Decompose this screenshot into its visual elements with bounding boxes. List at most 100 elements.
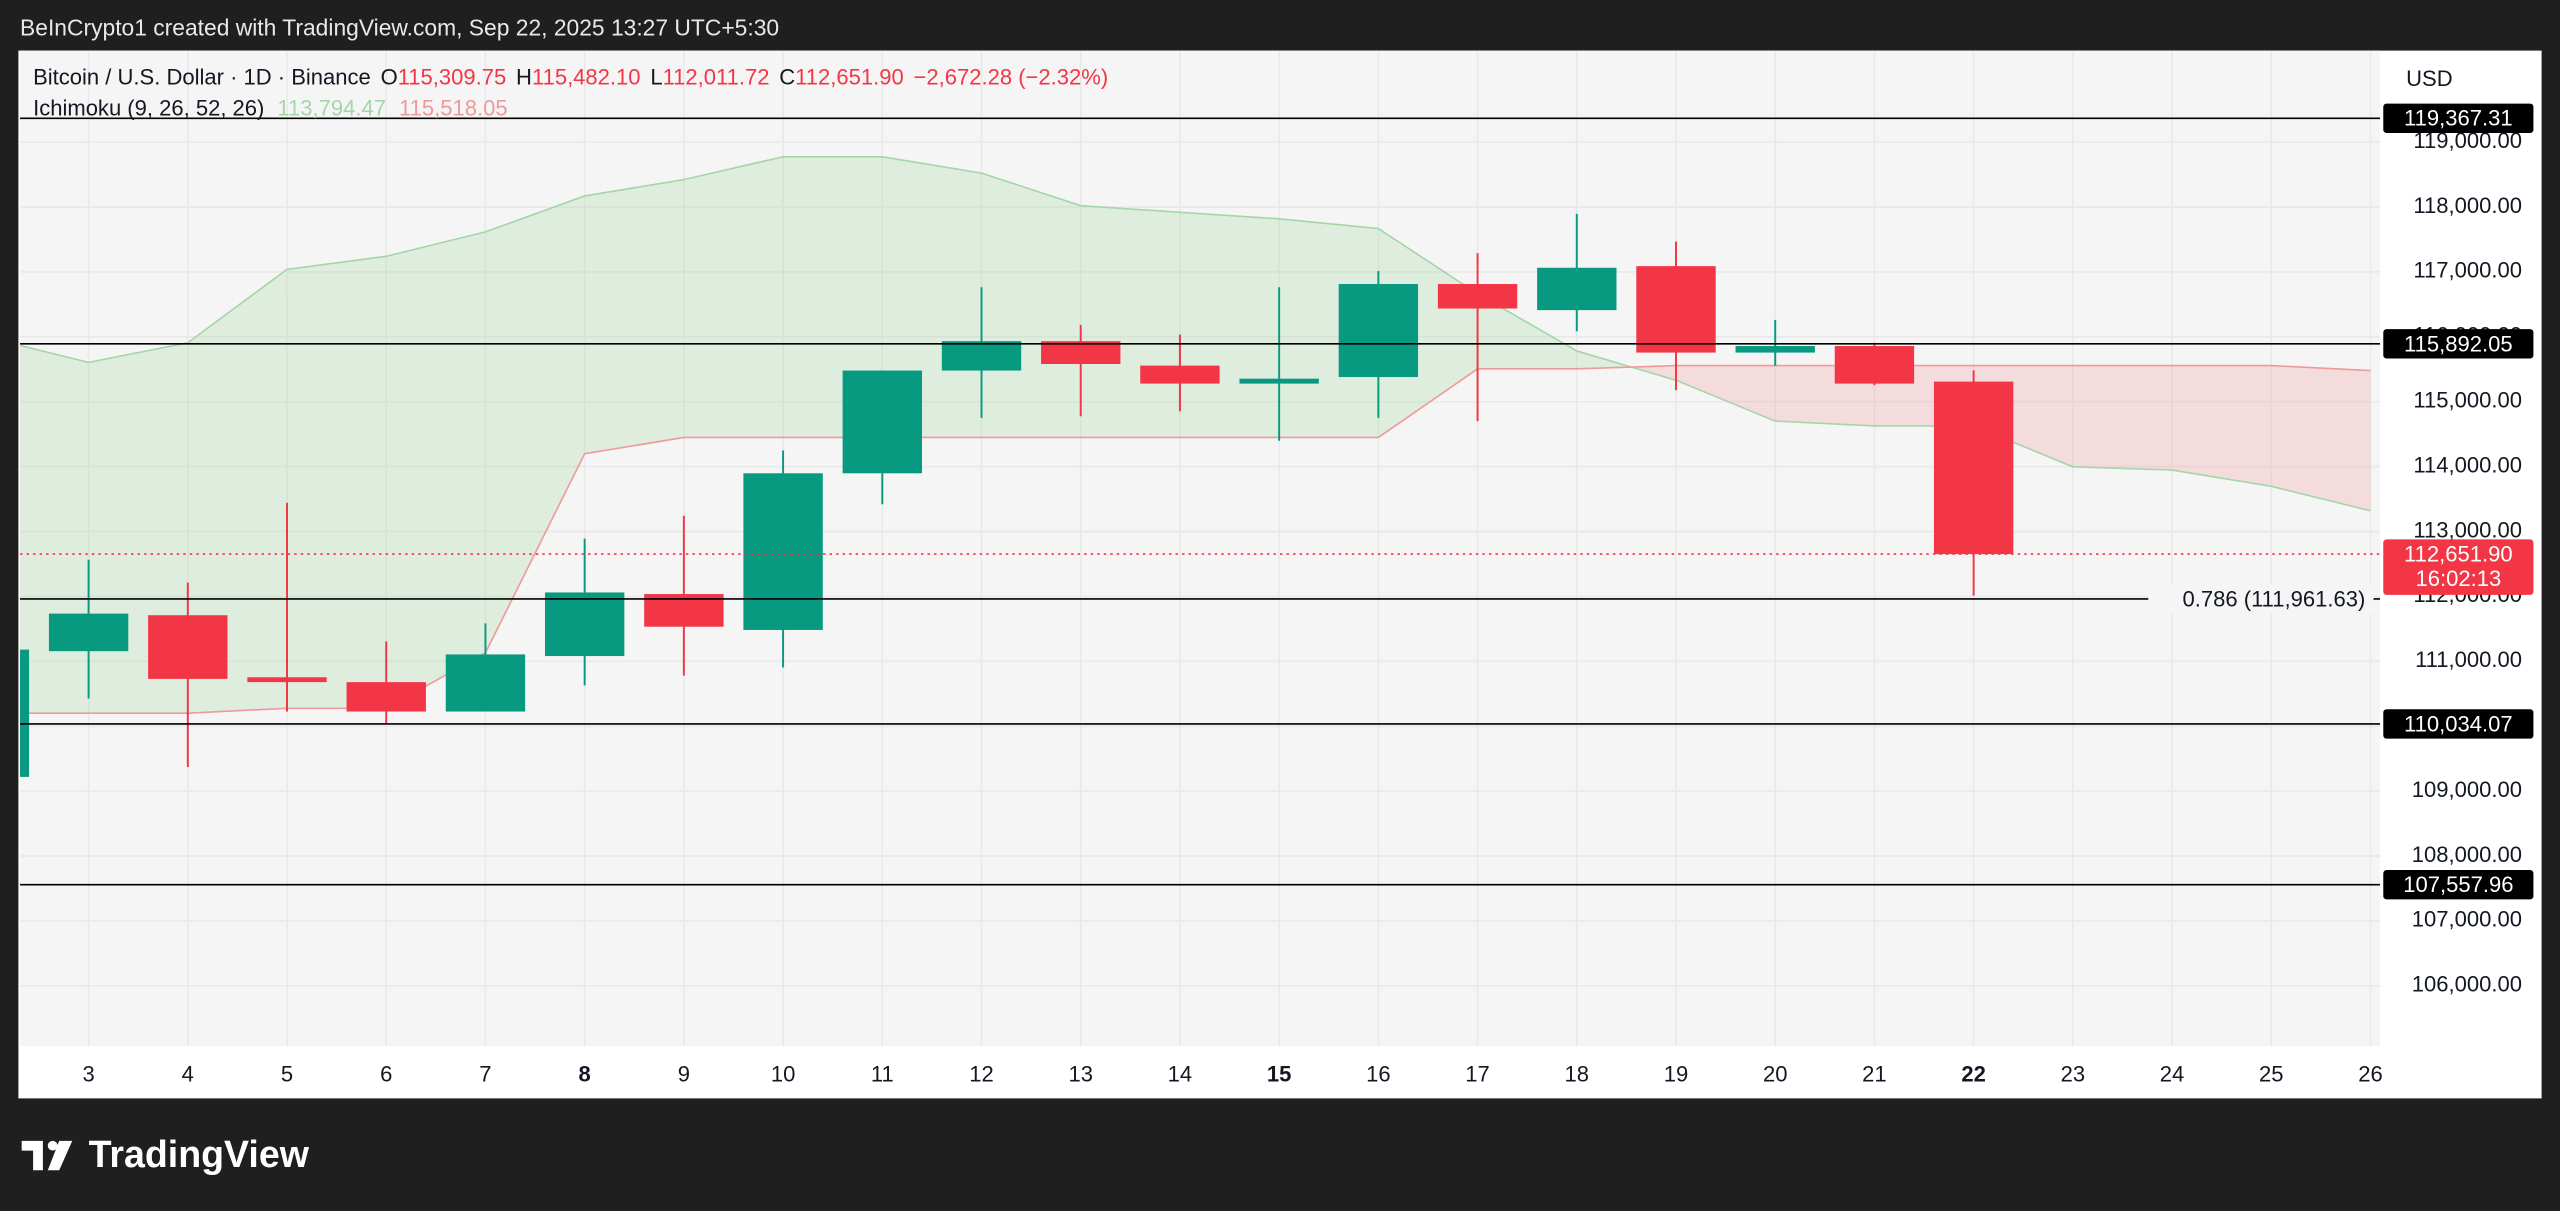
x-tick-label: 21 — [1862, 1061, 1887, 1086]
cloud-fill — [584, 179, 684, 454]
cloud-fill — [386, 231, 486, 709]
y-tick-label: 111,000.00 — [2415, 647, 2522, 672]
span-b-value: 115,518.05 — [399, 95, 508, 120]
ohlc-legend: Bitcoin / U.S. Dollar · 1D · Binance O115… — [33, 64, 1108, 89]
x-tick-label: 14 — [1168, 1061, 1193, 1086]
cloud-fill — [1477, 293, 1577, 369]
x-tick-label: 5 — [281, 1061, 293, 1086]
cloud-fill — [2271, 365, 2371, 511]
ohlc-value: 115,309.75 — [398, 64, 507, 89]
candle-body — [1239, 378, 1319, 384]
x-tick-label: 3 — [82, 1061, 94, 1086]
ohlc-key: L — [650, 64, 662, 89]
x-tick-label: 26 — [2358, 1061, 2383, 1086]
watermark: BeInCrypto1 created with TradingView.com… — [20, 14, 779, 40]
logo-mark — [21, 1140, 43, 1171]
cloud-fill — [287, 256, 387, 709]
x-tick-label: 20 — [1763, 1061, 1788, 1086]
candle-body — [48, 613, 129, 652]
y-tick-label: 118,000.00 — [2413, 193, 2522, 218]
cloud-fill — [187, 269, 288, 714]
candle-body — [743, 473, 823, 630]
candle-body — [1537, 267, 1617, 311]
x-tick-label: 4 — [182, 1061, 194, 1086]
candle-body — [1437, 284, 1518, 309]
x-tick-label: 16 — [1366, 1061, 1391, 1086]
level-tag — [2383, 103, 2534, 133]
y-tick-label: 117,000.00 — [2413, 258, 2522, 283]
x-tick-label: 25 — [2259, 1061, 2284, 1086]
ohlc-value: 112,011.72 — [663, 64, 770, 89]
candle-body — [1933, 381, 2014, 555]
y-tick-label: 115,000.00 — [2413, 388, 2522, 413]
x-tick-label: 7 — [479, 1061, 491, 1086]
currency-label: USD — [2406, 66, 2452, 91]
cloud-fill — [783, 156, 883, 438]
y-tick-label: 109,000.00 — [2412, 777, 2522, 802]
x-tick-label: 13 — [1068, 1061, 1093, 1086]
fib-label: 0.786 (111,961.63) — [2183, 586, 2366, 611]
footer-brand: TradingView — [89, 1133, 310, 1175]
ohlc-value: 115,482.10 — [532, 64, 641, 89]
last-price-label: 112,651.90 — [2404, 542, 2513, 567]
x-tick-label: 24 — [2160, 1061, 2185, 1086]
level-label: 110,034.07 — [2404, 711, 2513, 736]
x-tick-label: 8 — [579, 1061, 591, 1086]
cloud-fill — [981, 173, 1081, 438]
ohlc-key: C — [779, 64, 795, 89]
symbol: Bitcoin / U.S. Dollar · 1D · Binance — [33, 64, 371, 89]
fib-label-bg — [2148, 584, 2374, 614]
candle-body — [20, 649, 30, 777]
overlay: 106,000.00 107,000.00 108,000.00 109,000.00… — [33, 64, 2534, 1086]
candle-body — [1338, 284, 1419, 378]
level-label: 119,367.31 — [2404, 106, 2513, 131]
x-tick-label: 19 — [1664, 1061, 1689, 1086]
y-tick-label: 113,000.00 — [2413, 517, 2522, 542]
x-tick-label: 6 — [380, 1061, 392, 1086]
candle-body — [941, 341, 1022, 371]
ohlc-key: O — [381, 64, 398, 89]
x-tick-label: 22 — [1961, 1061, 1986, 1086]
last-price-tag — [2383, 539, 2534, 595]
x-tick-label: 9 — [678, 1061, 690, 1086]
x-tick-label: 23 — [2061, 1061, 2086, 1086]
ohlc-value: 112,651.90 — [795, 64, 904, 89]
candle-body — [544, 592, 625, 657]
candle-body — [247, 677, 327, 683]
x-tick-label: 12 — [969, 1061, 994, 1086]
candle-body — [346, 682, 426, 712]
candle-body — [445, 654, 526, 712]
candle-body — [1735, 346, 1815, 353]
ohlc-key: H — [516, 64, 532, 89]
indicator-name: Ichimoku (9, 26, 52, 26) — [33, 95, 264, 120]
x-tick-label: 15 — [1267, 1061, 1292, 1086]
candle-body — [1636, 266, 1716, 353]
cloud-fill — [1179, 212, 1280, 438]
span-a-value: 113,794.47 — [277, 95, 386, 120]
level-label: 115,892.05 — [2404, 331, 2513, 356]
plot — [20, 50, 2381, 1047]
cloud-fill — [2172, 365, 2272, 487]
x-tick-label: 17 — [1465, 1061, 1490, 1086]
y-tick-label: 107,000.00 — [2412, 907, 2522, 932]
logo-dot — [47, 1140, 58, 1151]
candle-body — [842, 370, 922, 474]
change: −2,672.28 (−2.32%) — [914, 64, 1109, 89]
level-label: 107,557.96 — [2403, 872, 2513, 897]
x-tick-label: 18 — [1565, 1061, 1590, 1086]
cloud-fill — [1080, 205, 1180, 438]
ichimoku-legend: Ichimoku (9, 26, 52, 26) 113,794.47 115,51… — [33, 95, 508, 120]
level-tag — [2383, 709, 2534, 739]
footer-logo — [21, 1140, 73, 1171]
cloud-fill — [485, 195, 585, 653]
x-tick-label: 10 — [771, 1061, 796, 1086]
y-tick-label: 108,000.00 — [2412, 842, 2522, 867]
y-tick-label: 106,000.00 — [2412, 972, 2522, 997]
candle-body — [1041, 341, 1121, 364]
x-tick-label: 11 — [871, 1061, 894, 1086]
cloud-fill — [2072, 365, 2173, 471]
cloud-fill — [683, 156, 784, 438]
level-tag — [2383, 329, 2534, 359]
